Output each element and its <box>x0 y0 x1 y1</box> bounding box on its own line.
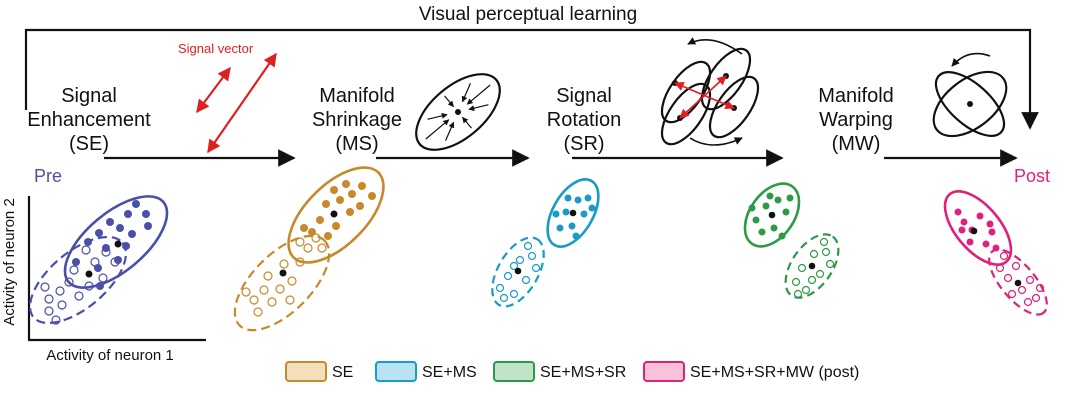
legend-item-se: SE <box>285 361 353 382</box>
legend-swatch-se-ms <box>375 361 417 382</box>
learning-bracket <box>24 28 1039 130</box>
legend-item-se-ms-sr: SE+MS+SR <box>493 361 626 382</box>
svg-text:Manifold: Manifold <box>319 85 395 107</box>
svg-text:Manifold: Manifold <box>818 85 894 107</box>
svg-text:SE+MS+SR: SE+MS+SR <box>540 364 626 381</box>
y-axis-label: Activity of neuron 2 <box>1 198 18 326</box>
stage-label-se: Signal Enhancement (SE) <box>27 85 151 155</box>
legend-item-se-ms-sr-mw: SE+MS+SR+MW (post) <box>643 361 859 382</box>
svg-text:(MW): (MW) <box>832 133 881 155</box>
svg-text:(MS): (MS) <box>335 133 378 155</box>
legend-swatch-se-ms-sr-mw <box>643 361 685 382</box>
signal-vector-label: Signal vector <box>178 41 254 56</box>
stage-label-ms: Manifold Shrinkage (MS) <box>312 85 402 155</box>
svg-text:Rotation: Rotation <box>547 109 622 131</box>
signal-vector-short <box>196 66 231 114</box>
legend-swatch-se <box>285 361 327 382</box>
post-label: Post <box>1014 166 1050 186</box>
svg-text:Signal: Signal <box>61 85 117 107</box>
legend: SE SE+MS SE+MS+SR SE+MS+SR+MW (post) <box>285 361 859 382</box>
mw-manifold <box>943 190 1048 316</box>
stage-label-sr: Signal Rotation (SR) <box>547 85 622 155</box>
se-manifold <box>233 166 385 332</box>
svg-text:Shrinkage: Shrinkage <box>312 109 402 131</box>
svg-text:SE+MS+SR+MW (post): SE+MS+SR+MW (post) <box>690 364 859 381</box>
svg-text:SE+MS: SE+MS <box>422 364 477 381</box>
svg-text:(SE): (SE) <box>69 133 109 155</box>
x-axis-label: Activity of neuron 1 <box>46 347 174 364</box>
sr-manifold <box>743 182 840 299</box>
shrinkage-icon <box>415 73 501 151</box>
ms-manifold <box>491 178 600 308</box>
warping-icon <box>932 52 1008 138</box>
signal-vector-long <box>207 52 277 154</box>
stage-label-mw: Manifold Warping (MW) <box>818 85 894 155</box>
svg-text:Signal: Signal <box>556 85 612 107</box>
svg-text:Warping: Warping <box>819 109 893 131</box>
legend-swatch-se-ms-sr <box>493 361 535 382</box>
svg-text:(SR): (SR) <box>563 133 604 155</box>
rotation-icon <box>660 37 760 146</box>
svg-text:Enhancement: Enhancement <box>27 109 151 131</box>
pre-manifold <box>28 195 169 325</box>
svg-text:SE: SE <box>332 364 353 381</box>
diagram-title: Visual perceptual learning <box>419 4 637 25</box>
pre-label: Pre <box>34 166 62 186</box>
legend-item-se-ms: SE+MS <box>375 361 477 382</box>
